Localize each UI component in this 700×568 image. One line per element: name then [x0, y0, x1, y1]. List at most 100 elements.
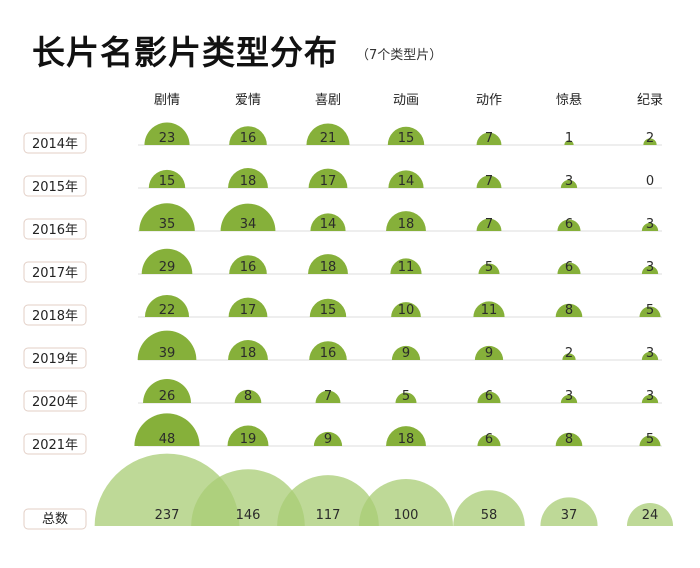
value-label: 11 — [481, 303, 498, 318]
row-label: 2021年 — [32, 438, 78, 453]
row-label-box — [23, 261, 87, 283]
data-bubble — [313, 431, 343, 446]
value-label: 8 — [565, 432, 573, 447]
value-label: 15 — [159, 174, 176, 189]
total-bubble — [359, 479, 453, 526]
value-label: 15 — [320, 303, 337, 318]
data-bubble — [391, 302, 421, 317]
value-label: 6 — [565, 217, 573, 232]
total-label-box — [23, 508, 87, 530]
data-bubble — [560, 394, 578, 403]
total-bubble — [277, 475, 379, 526]
row-label: 2014年 — [32, 137, 78, 152]
data-bubble — [474, 345, 504, 360]
total-label: 总数 — [42, 512, 68, 527]
value-label: 18 — [398, 432, 415, 447]
chart-subtitle: （7个类型片） — [356, 48, 443, 63]
total-value-label: 24 — [642, 508, 659, 523]
value-label: 6 — [485, 432, 493, 447]
data-bubble — [234, 389, 262, 403]
value-label: 9 — [485, 346, 493, 361]
value-label: 9 — [324, 432, 332, 447]
row-label: 2016年 — [32, 223, 78, 238]
data-bubble — [306, 123, 350, 145]
row-label-box — [23, 347, 87, 369]
value-label: 2 — [565, 346, 573, 361]
data-bubble — [148, 169, 186, 188]
value-label: 5 — [646, 432, 654, 447]
value-label: 11 — [398, 260, 415, 275]
column-header: 动画 — [393, 93, 419, 108]
row-label: 2020年 — [32, 395, 78, 410]
data-bubble — [564, 140, 574, 145]
value-label: 9 — [402, 346, 410, 361]
total-value-label: 100 — [394, 508, 419, 523]
row-label-box — [23, 390, 87, 412]
data-bubble — [228, 340, 268, 360]
data-bubble — [477, 391, 501, 403]
row-label-box — [23, 218, 87, 240]
value-label: 29 — [159, 260, 176, 275]
value-label: 3 — [646, 217, 654, 232]
data-bubble — [478, 263, 500, 274]
data-bubble — [228, 297, 268, 317]
column-header: 动作 — [476, 93, 502, 108]
data-bubble — [386, 426, 426, 446]
data-bubble — [476, 132, 502, 145]
data-bubble — [228, 168, 268, 188]
total-value-label: 237 — [155, 508, 180, 523]
value-label: 17 — [320, 174, 337, 189]
value-label: 35 — [159, 217, 176, 232]
value-label: 7 — [485, 131, 493, 146]
value-label: 7 — [485, 217, 493, 232]
value-label: 22 — [159, 303, 176, 318]
data-bubble — [143, 379, 191, 403]
data-bubble — [227, 425, 269, 446]
total-value-label: 58 — [481, 508, 498, 523]
value-label: 14 — [398, 174, 415, 189]
value-label: 18 — [240, 346, 257, 361]
value-label: 18 — [320, 260, 337, 275]
row-label-box — [23, 433, 87, 455]
data-bubble — [641, 222, 659, 231]
data-bubble — [134, 413, 200, 446]
total-value-label: 146 — [236, 508, 261, 523]
data-bubble — [309, 341, 347, 360]
total-bubble — [626, 502, 674, 526]
data-bubble — [144, 294, 190, 317]
data-bubble — [308, 168, 348, 188]
value-label: 18 — [398, 217, 415, 232]
row-label-box — [23, 175, 87, 197]
value-label: 10 — [398, 303, 415, 318]
data-bubble — [557, 262, 581, 274]
data-bubble — [387, 126, 425, 145]
data-bubble — [641, 351, 659, 360]
value-label: 16 — [240, 260, 257, 275]
row-label: 2019年 — [32, 352, 78, 367]
column-header: 惊悬 — [556, 93, 582, 108]
data-bubble — [555, 432, 583, 446]
data-bubble — [139, 203, 195, 231]
data-bubble — [641, 265, 659, 274]
row-label: 2018年 — [32, 309, 78, 324]
data-bubble — [310, 213, 346, 231]
value-label: 5 — [402, 389, 410, 404]
column-header: 喜剧 — [315, 93, 341, 108]
data-bubble — [386, 211, 426, 231]
total-bubble — [453, 490, 525, 526]
data-bubble — [555, 303, 583, 317]
column-header: 爱情 — [235, 93, 261, 108]
value-label: 8 — [565, 303, 573, 318]
data-bubble — [141, 248, 193, 274]
value-label: 16 — [320, 346, 337, 361]
data-bubble — [639, 435, 661, 446]
data-bubble — [473, 301, 505, 317]
data-bubble — [639, 306, 661, 317]
value-label: 3 — [646, 346, 654, 361]
data-bubble — [308, 254, 348, 274]
column-header: 剧情 — [154, 93, 180, 108]
data-bubble — [229, 126, 267, 145]
row-label-box — [23, 304, 87, 326]
